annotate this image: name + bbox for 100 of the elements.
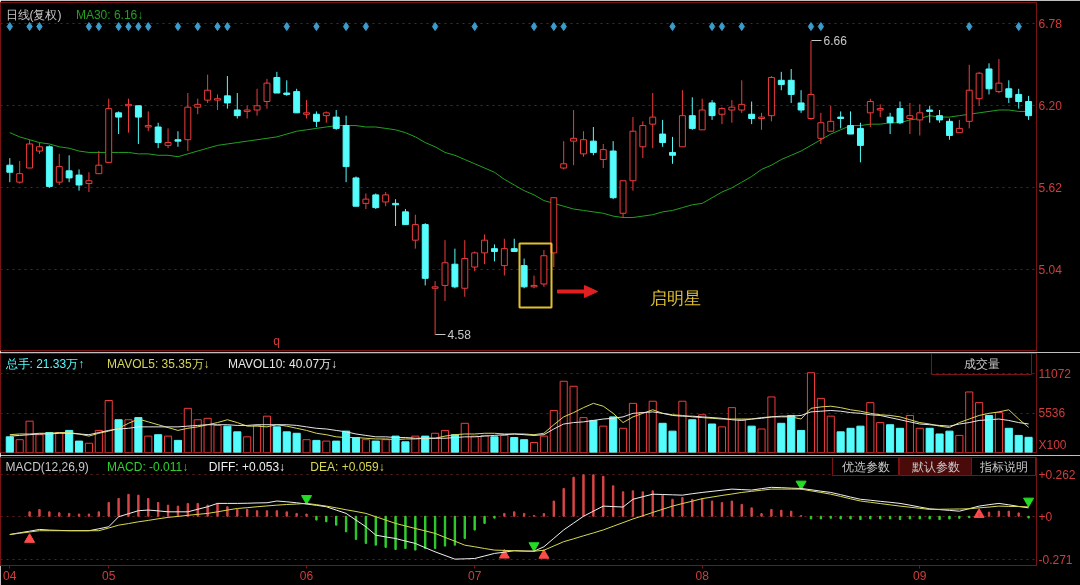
point [538,549,550,559]
bar [688,419,697,453]
candlestick [945,118,953,141]
candlestick [273,71,281,94]
candlestick [580,130,587,158]
bar [312,439,321,453]
text: DIFF: +0.053↓ [208,459,286,474]
annotation: 成交量 [963,356,1000,371]
y-tick-label: 5536 [1038,406,1066,421]
x-tick-label: 06 [299,568,314,583]
line-series [9,402,1030,441]
candlestick [827,105,835,132]
candlestick [253,88,261,117]
bar [351,437,361,453]
bar [5,436,14,453]
annotation: 默认参数 [910,459,960,474]
candlestick [817,112,825,145]
candlestick [728,99,736,124]
y-axis-title: X100 [1038,437,1067,452]
annotation: q [273,333,280,348]
bar [134,417,143,453]
bar [154,434,163,453]
candlestick [659,119,667,148]
candlestick [896,101,904,125]
candlestick [85,171,93,193]
candlestick [856,122,864,163]
line-series [9,409,1030,439]
candlestick [1015,88,1023,110]
bar [886,424,895,453]
bar [747,425,756,453]
candlestick [65,154,73,183]
bar [520,439,529,453]
bar [371,440,380,453]
candlestick [55,153,63,186]
bar [332,440,341,453]
candlestick [649,92,657,149]
x-tick-label: 05 [102,568,116,583]
bar [609,416,618,453]
text: MAVOL5: 35.35万↓ [107,356,210,371]
candlestick [6,157,14,183]
bar [173,439,183,453]
candlestick [293,88,301,114]
bar [114,419,123,453]
candlestick [748,101,756,125]
candlestick [916,103,924,136]
candlestick [866,98,874,128]
candlestick [263,78,271,110]
x-tick-label: 09 [913,568,927,583]
text: 日线(复权) [5,7,62,22]
candlestick [500,238,508,277]
annotation: 优选参数 [841,459,890,474]
bar [490,436,499,453]
candlestick [481,234,489,265]
candlestick [441,239,449,302]
candlestick [995,58,1003,94]
candlestick [589,126,597,156]
candlestick [16,160,24,185]
text: MACD: -0.011↓ [107,459,189,474]
candlestick [332,109,340,131]
y-tick-label: 6.20 [1038,99,1063,114]
candlestick [154,122,162,149]
bar [708,423,717,453]
candlestick [134,105,142,145]
annotation: 6.66 [823,34,848,48]
candlestick [886,112,894,135]
y-tick-label: 5.04 [1038,263,1063,278]
candlestick [411,214,419,250]
chart-title: MACD(12,26,9) [5,459,89,474]
candlestick [471,250,479,272]
text: MAVOL10: 40.07万↓ [227,356,338,371]
bar [74,440,84,453]
candlestick [303,99,310,119]
annotation: 4.58 [447,328,472,342]
candlestick [708,99,716,121]
annotation: 启明星 [650,289,701,308]
candlestick [698,98,706,131]
candlestick [174,130,182,148]
candlestick [451,248,459,289]
candlestick [797,89,805,114]
candlestick [639,120,647,159]
candlestick [530,275,538,289]
candlestick [233,92,241,119]
candlestick [1005,79,1013,104]
point [1023,497,1035,508]
x-tick-label: 08 [695,568,710,583]
text: 总手: 21.33万↑ [4,356,85,371]
point [24,533,36,543]
candlestick [718,106,726,125]
bar [421,435,430,453]
candlestick [75,168,83,192]
candlestick [787,68,795,104]
candlestick [738,79,746,114]
candlestick [204,74,212,104]
y-tick-label: +0.262 [1038,468,1076,483]
y-tick-label: +0 [1038,509,1053,524]
candlestick [847,110,855,135]
bar [984,414,994,453]
bar [589,419,598,453]
text: DEA: +0.059↓ [310,459,385,474]
candlestick [164,127,172,149]
